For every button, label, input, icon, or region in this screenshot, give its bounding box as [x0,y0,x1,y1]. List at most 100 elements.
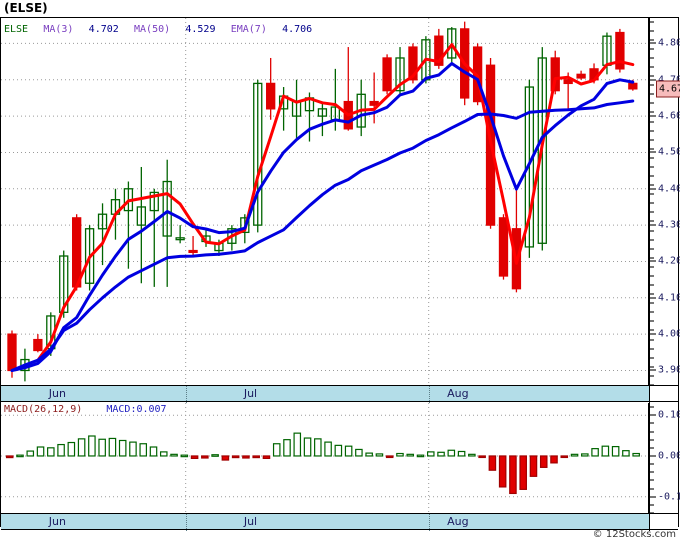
price-minor-tick [650,29,654,32]
macd-minor-tick [650,471,654,474]
price-minor-tick [650,202,654,205]
macd-legend: MACD(26,12,9) MACD:0.007 [4,404,167,415]
price-tick-label: 4.000 [658,328,680,340]
macd-minor-tick [650,479,654,482]
month-band-macd: Jun Jul Aug [1,513,678,531]
month-divider [185,386,187,403]
macd-minor-tick [650,454,654,457]
price-minor-tick [650,338,654,341]
macd-minor-tick [650,414,654,417]
month-divider [185,514,187,531]
macd-tick-label: -0.100 [658,491,680,503]
price-minor-tick [650,274,654,277]
month-divider [428,514,430,531]
macd-minor-tick [650,406,654,409]
macd-tick-label: 0.100 [658,409,680,421]
copyright-label: © 12Stocks.com [592,529,676,540]
price-tick-label: 4.700 [658,74,680,85]
price-minor-tick [650,238,654,241]
month-band-price: Jun Jul Aug [1,385,678,403]
price-minor-tick [650,56,654,59]
price-tick [650,260,656,263]
price-minor-tick [650,329,654,332]
price-minor-tick [650,129,654,132]
macd-name: MACD(26,12,9) [4,404,83,415]
macd-axis: 0.100 0.000 -0.100 [648,403,680,514]
price-minor-tick [650,184,654,187]
price-tick-label: 3.900 [658,364,680,376]
price-tick [650,151,656,154]
price-minor-tick [650,102,654,105]
macd-minor-tick [650,463,654,466]
price-minor-tick [650,147,654,150]
price-minor-tick [650,165,654,168]
price-minor-tick [650,320,654,323]
legend-ma3-label: MA(3) [43,24,74,35]
price-tick-label: 4.800 [658,37,680,49]
price-minor-tick [650,229,654,232]
price-minor-tick [650,374,654,377]
macd-minor-tick [650,430,654,433]
price-minor-tick [650,20,654,23]
price-minor-tick [650,84,654,87]
price-minor-tick [650,38,654,41]
macd-minor-tick [650,487,654,490]
month-band-right-edge [649,386,650,403]
price-axis-line [648,18,650,385]
macd-value: MACD:0.007 [106,404,167,415]
price-tick [650,42,656,45]
macd-tick-label: 0.000 [658,450,680,462]
macd-plot-area[interactable] [1,403,649,513]
price-minor-tick [650,220,654,223]
macd-minor-tick [650,446,654,449]
legend-symbol: ELSE [4,24,29,35]
price-panel: 4.800 4.700 4.600 4.500 4.400 4.300 4.200 4.100… [1,18,680,386]
price-minor-tick [650,75,654,78]
price-minor-tick [650,356,654,359]
price-minor-tick [650,47,654,50]
macd-minor-tick [650,495,654,498]
month-label-aug: Aug [447,387,469,400]
month-label-aug: Aug [447,515,469,528]
price-tick [650,187,656,190]
month-label-jul: Jul [243,387,258,400]
price-minor-tick [650,347,654,350]
legend-ma3-value: 4.702 [88,24,119,35]
chart-title: (ELSE) [4,1,48,15]
price-minor-tick [650,365,654,368]
price-minor-tick [650,247,654,250]
price-minor-tick [650,175,654,178]
macd-panel: MACD(26,12,9) MACD:0.007 0.100 0.000 -0.10… [1,403,680,514]
macd-axis-line [648,403,650,513]
month-band-blank [650,514,678,529]
legend-ema7-value: 4.706 [282,24,313,35]
price-minor-tick [650,193,654,196]
price-minor-tick [650,120,654,123]
price-tick-label: 4.500 [658,146,680,158]
macd-minor-tick [650,438,654,441]
price-minor-tick [650,138,654,141]
month-divider [428,386,430,403]
price-minor-tick [650,156,654,159]
price-tick-label: 4.600 [658,110,680,122]
month-label-jun: Jun [48,387,66,400]
price-minor-tick [650,93,654,96]
price-tick-label: 4.400 [658,183,680,195]
legend-ma50-value: 4.529 [185,24,216,35]
price-minor-tick [650,256,654,259]
price-tick [650,78,656,81]
price-minor-tick [650,293,654,296]
macd-minor-tick [650,503,654,506]
price-plot-area[interactable] [1,18,649,385]
month-label-jun: Jun [48,515,66,528]
price-legend: ELSE MA(3) 4.702 MA(50) 4.529 EMA(7) 4.7… [4,24,312,35]
macd-histogram-svg [1,403,649,513]
legend-ema7-label: EMA(7) [230,24,267,35]
price-tick [650,369,656,372]
price-minor-tick [650,311,654,314]
price-minor-tick [650,66,654,69]
month-label-jul: Jul [243,515,258,528]
last-price-tag: 4.675 [656,80,680,98]
price-tick [650,296,656,299]
